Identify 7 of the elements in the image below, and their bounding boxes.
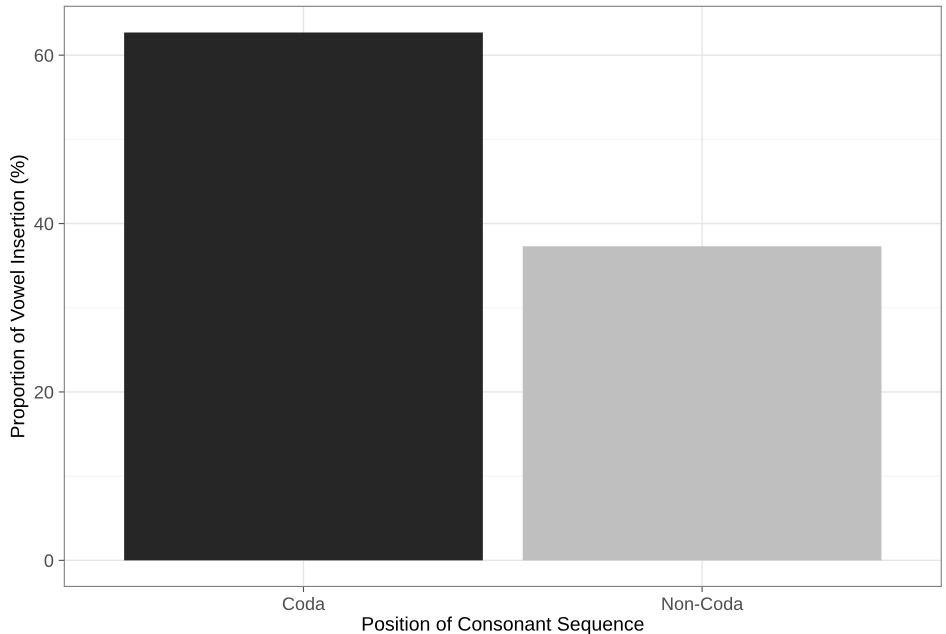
y-tick-label: 60 <box>34 49 54 62</box>
y-tick-label: 40 <box>34 218 54 230</box>
x-tick-label: Coda <box>282 596 326 610</box>
x-tick-label: Non-Coda <box>662 596 744 610</box>
y-tick-label: 20 <box>34 386 54 399</box>
y-tick-label: 0 <box>44 554 54 568</box>
y-axis-title: Proportion of Vowel Insertion (%) <box>10 155 28 437</box>
